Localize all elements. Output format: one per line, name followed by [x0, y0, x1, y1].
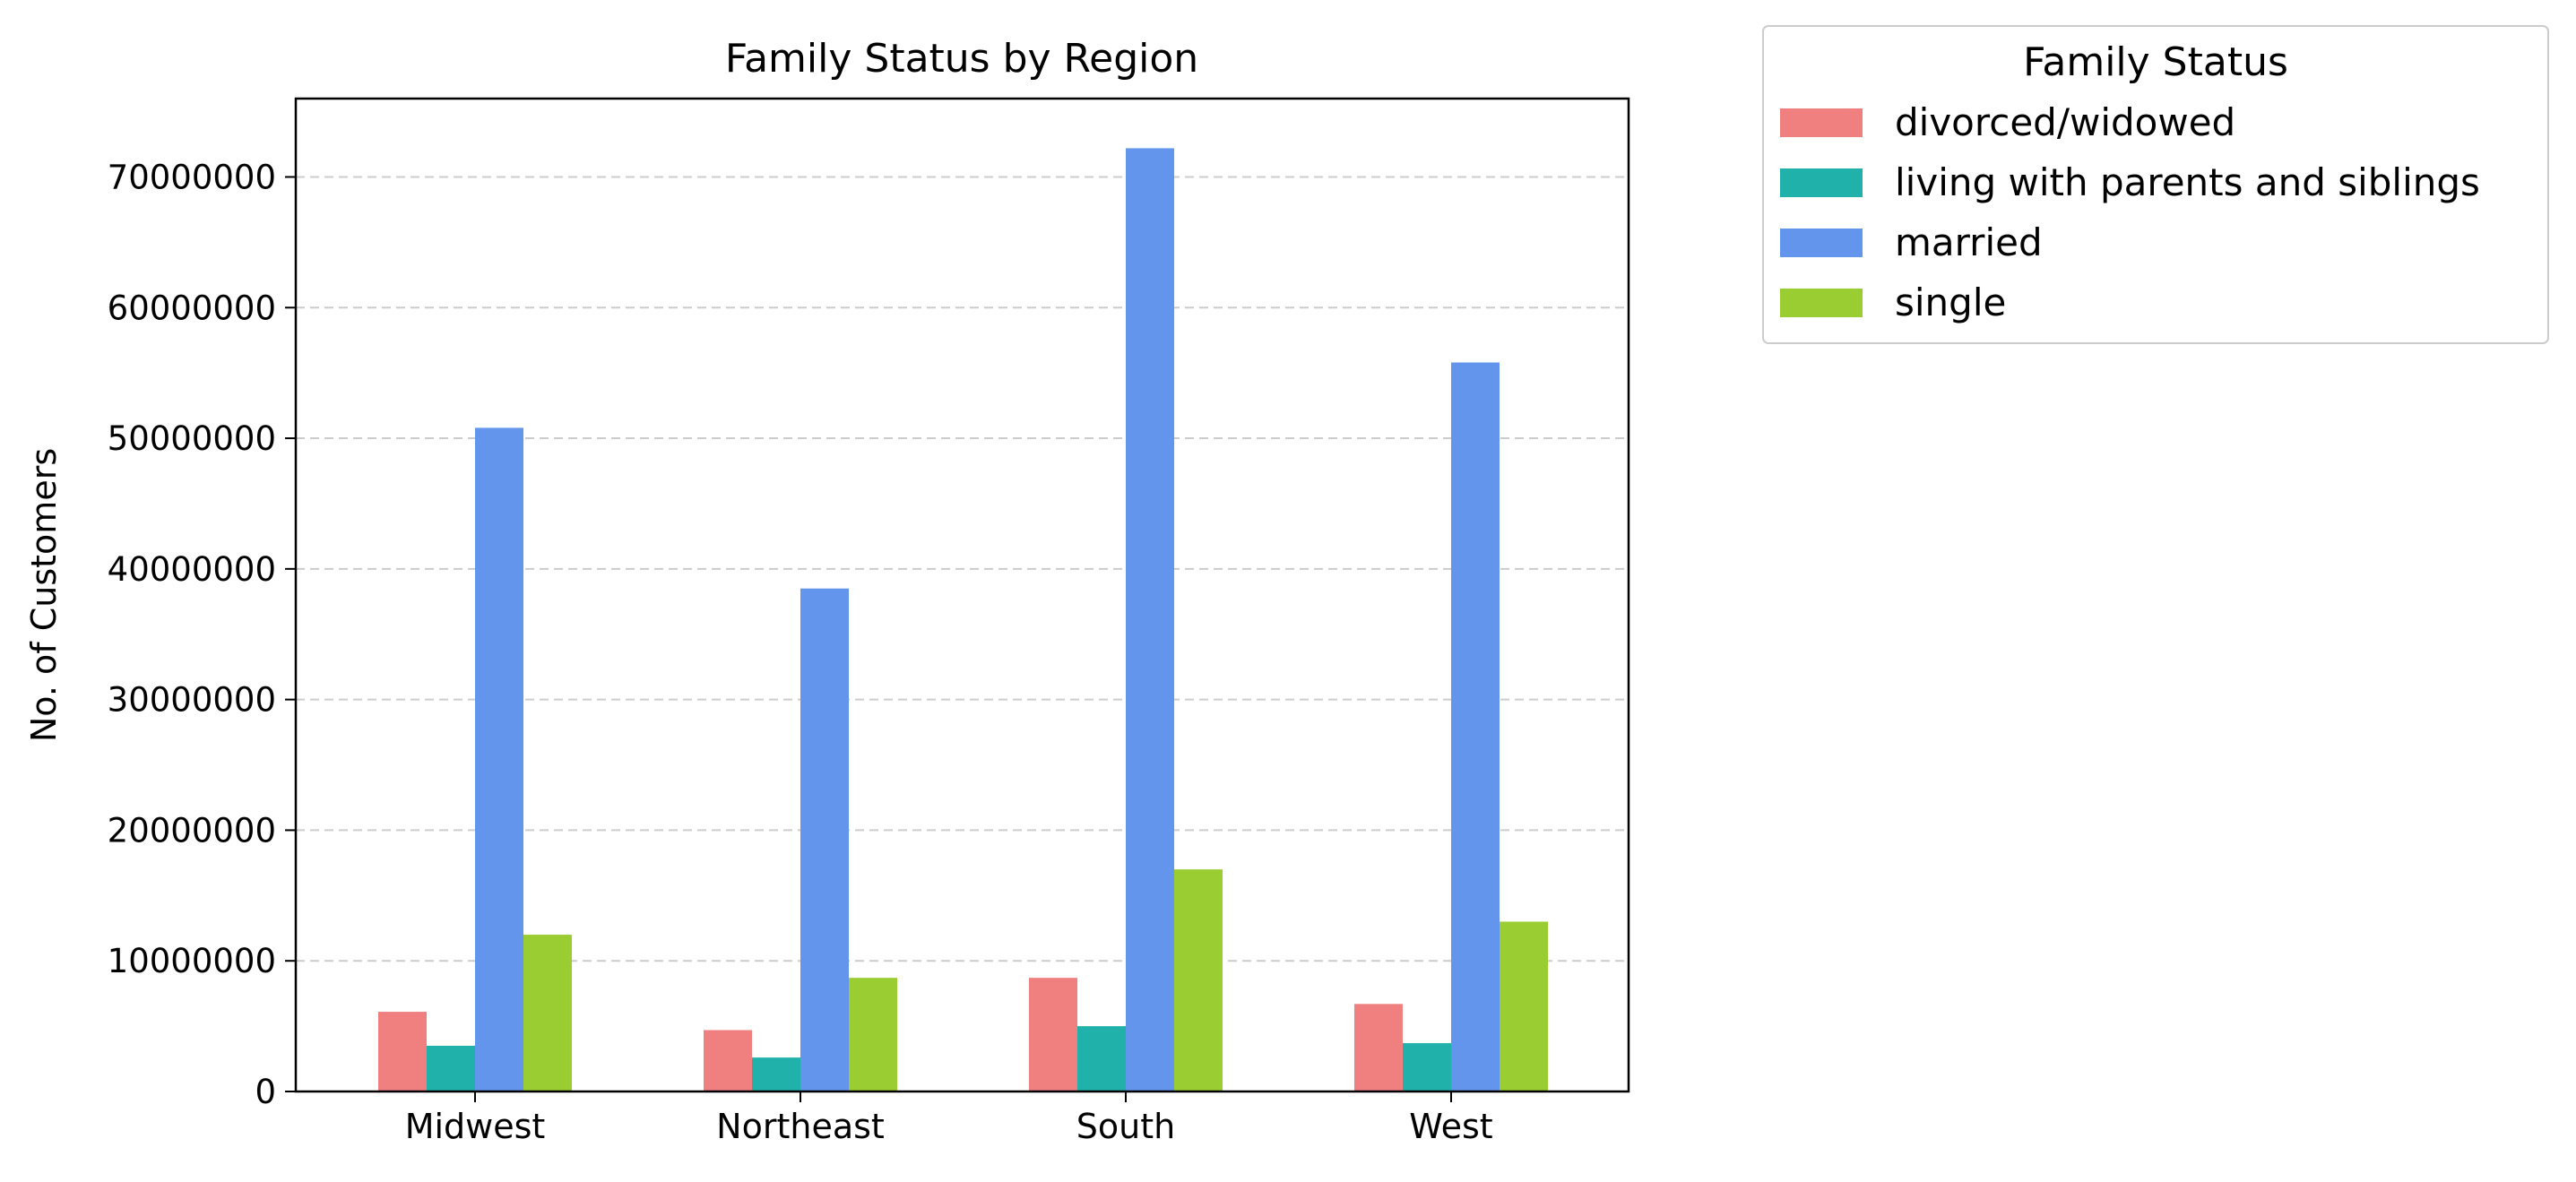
- plot-frame: [294, 97, 1630, 1093]
- y-tick-label: 50000000: [108, 419, 276, 458]
- legend-title: Family Status: [2023, 39, 2288, 85]
- legend-swatch: [1780, 229, 1863, 257]
- chart-title: Family Status by Region: [725, 36, 1198, 82]
- x-axis-ticks: Midwest Northeast South West: [405, 1091, 1493, 1146]
- legend-entry-label: married: [1895, 220, 2043, 264]
- x-tick-label: Midwest: [405, 1107, 546, 1146]
- bar-divorced-widowed: [1029, 978, 1077, 1091]
- bar-single: [523, 935, 572, 1091]
- bar-married: [1451, 362, 1500, 1091]
- y-axis-ticks: 0 10000000 20000000 30000000 40000000 5000000…: [108, 158, 296, 1111]
- bar-living-with-parents-and-siblings: [752, 1057, 800, 1091]
- legend: Family Status divorced/widowed living wit…: [1762, 25, 2549, 344]
- x-tick-label: Northeast: [716, 1107, 885, 1146]
- bars: [378, 148, 1548, 1091]
- y-tick-label: 70000000: [108, 158, 276, 196]
- bar-married: [1126, 148, 1174, 1091]
- bar-single: [1500, 921, 1548, 1091]
- bar-divorced-widowed: [704, 1030, 752, 1091]
- legend-swatch: [1780, 168, 1863, 197]
- y-tick-label: 30000000: [108, 681, 276, 720]
- bar-divorced-widowed: [1354, 1004, 1403, 1091]
- legend-entry-label: living with parents and siblings: [1895, 160, 2480, 204]
- legend-entry-label: divorced/widowed: [1895, 100, 2235, 144]
- legend-entry-label: single: [1895, 280, 2006, 324]
- y-tick-label: 60000000: [108, 289, 276, 327]
- y-tick-label: 0: [255, 1073, 276, 1111]
- legend-frame: [1762, 25, 2549, 344]
- bar-single: [849, 978, 897, 1091]
- legend-swatch: [1780, 289, 1863, 317]
- bar-married: [800, 588, 849, 1091]
- y-tick-label: 20000000: [108, 811, 276, 850]
- bar-living-with-parents-and-siblings: [1077, 1026, 1126, 1091]
- legend-swatch: [1780, 108, 1863, 137]
- bar-single: [1174, 869, 1223, 1091]
- bar-married: [475, 427, 523, 1091]
- bar-living-with-parents-and-siblings: [1403, 1043, 1451, 1091]
- x-tick-label: West: [1409, 1107, 1492, 1146]
- bar-divorced-widowed: [378, 1012, 427, 1091]
- bar-living-with-parents-and-siblings: [427, 1045, 475, 1091]
- x-tick-label: South: [1076, 1107, 1175, 1146]
- y-tick-label: 10000000: [108, 942, 276, 980]
- y-axis-label: No. of Customers: [24, 448, 64, 742]
- y-tick-label: 40000000: [108, 550, 276, 589]
